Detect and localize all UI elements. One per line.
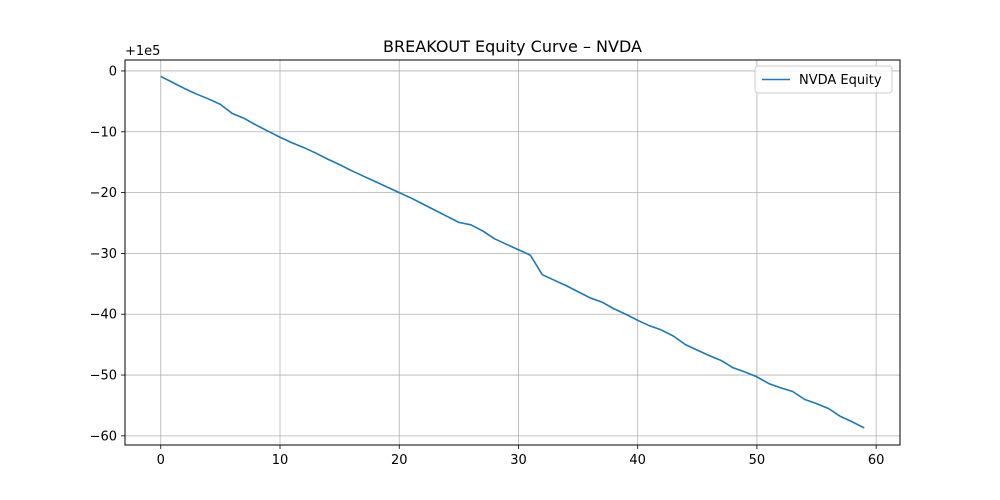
x-tick-label: 60 <box>868 453 885 468</box>
legend: NVDA Equity <box>754 65 893 94</box>
y-tick-label: 0 <box>109 64 117 79</box>
y-tick-label: −60 <box>90 429 117 444</box>
grid <box>125 60 900 445</box>
series-layer <box>160 75 865 429</box>
x-tick-label: 30 <box>510 453 527 468</box>
x-tick-label: 10 <box>272 453 289 468</box>
y-offset-text: +1e5 <box>125 44 160 59</box>
chart-title: BREAKOUT Equity Curve – NVDA <box>383 37 642 56</box>
legend-label: NVDA Equity <box>799 73 882 88</box>
y-tick-label: −10 <box>90 125 117 140</box>
x-tick-label: 20 <box>391 453 408 468</box>
series-line <box>160 75 865 429</box>
legend-box <box>754 65 893 94</box>
plot-frame <box>124 59 901 446</box>
y-tick-label: −40 <box>90 308 117 323</box>
x-tick-label: 50 <box>749 453 766 468</box>
y-tick-label: −30 <box>90 247 117 262</box>
y-tick-label: −50 <box>90 369 117 384</box>
y-tick-label: −20 <box>90 186 117 201</box>
x-tick-label: 0 <box>157 453 165 468</box>
axis-ticks: 0 10 20 30 40 50 60 0 −10 −20 −30 −40 −50 −60 <box>90 64 885 468</box>
x-tick-label: 40 <box>629 453 646 468</box>
